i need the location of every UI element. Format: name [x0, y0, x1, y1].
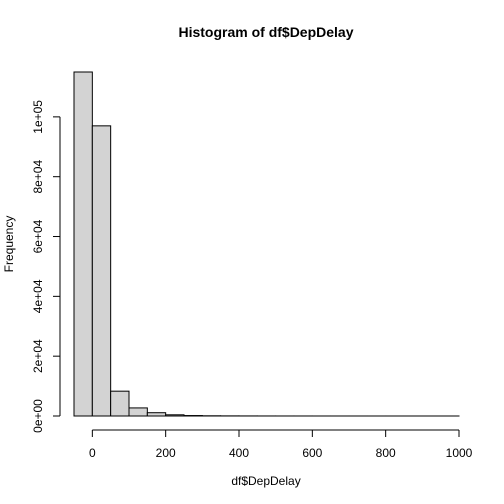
y-tick-label: 2e+04 — [31, 339, 45, 373]
y-tick-label: 8e+04 — [31, 160, 45, 194]
y-tick-label: 1e+05 — [31, 100, 45, 134]
histogram-bar — [165, 414, 185, 417]
histogram-bar — [146, 412, 167, 417]
x-tick-label: 400 — [229, 446, 249, 460]
x-tick-label: 0 — [89, 446, 96, 460]
x-tick-label: 800 — [376, 446, 396, 460]
x-axis-label: df$DepDelay — [231, 474, 300, 488]
histogram-bar — [110, 390, 130, 417]
histogram-bars — [73, 71, 460, 417]
histogram-bar — [91, 125, 112, 417]
x-tick-label: 600 — [302, 446, 322, 460]
y-tick-label: 6e+04 — [31, 219, 45, 253]
chart-title: Histogram of df$DepDelay — [178, 24, 353, 40]
x-axis: 0 200 400 600 800 1000 — [89, 429, 473, 460]
y-axis-label: Frequency — [2, 216, 16, 273]
histogram-bar — [128, 407, 148, 417]
histogram-bar — [73, 71, 93, 417]
x-tick-label: 1000 — [446, 446, 473, 460]
y-tick-label: 0e+00 — [31, 399, 45, 433]
y-axis: 0e+00 2e+04 4e+04 6e+04 8e+04 1e+05 — [31, 100, 61, 433]
x-tick-label: 200 — [156, 446, 176, 460]
y-tick-label: 4e+04 — [31, 279, 45, 313]
